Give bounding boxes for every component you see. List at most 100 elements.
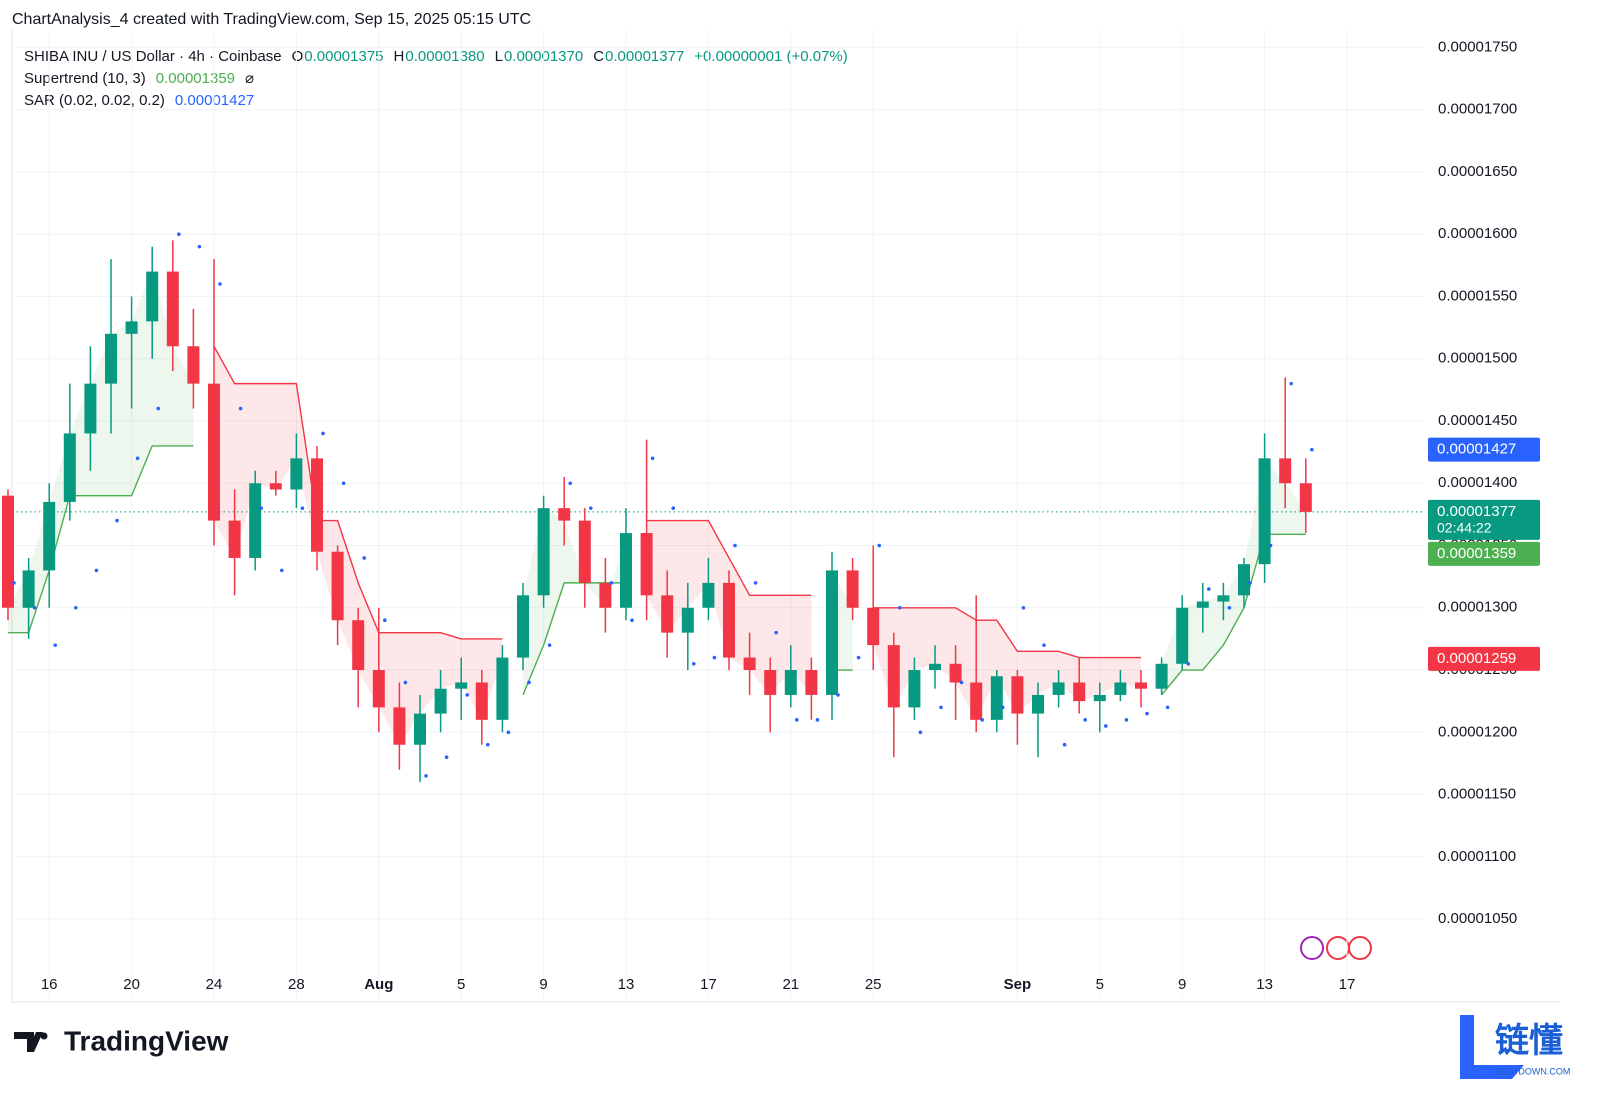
x-tick-label: Aug <box>364 976 393 993</box>
y-tick-label: 0.00001200 <box>1438 723 1517 740</box>
sar-dot <box>1227 605 1232 610</box>
y-tick-label: 0.00001300 <box>1438 599 1517 616</box>
candle-body <box>702 582 715 608</box>
candle-body <box>434 688 447 714</box>
price-tag <box>1428 499 1540 540</box>
price-tag-label: 0.00001259 <box>1437 650 1516 667</box>
candle-body <box>1155 663 1168 689</box>
price-tag <box>1428 437 1540 462</box>
y-tick-label: 0.00001700 <box>1438 101 1517 118</box>
watermark-sub: NEATDOWN.COM <box>1495 1066 1570 1076</box>
candle-body <box>805 670 818 695</box>
candle-body <box>661 595 674 633</box>
candle-body <box>1176 607 1189 664</box>
candle-body <box>228 520 241 558</box>
sar-dot <box>506 730 511 735</box>
y-tick-label: 0.00001650 <box>1438 163 1517 180</box>
x-tick-label: 24 <box>206 976 223 993</box>
event-icon <box>1300 936 1324 960</box>
sar-dot <box>197 244 202 249</box>
legend-text: O <box>292 48 304 65</box>
legend-text: 0.00001375 <box>304 48 383 65</box>
x-tick-label: 16 <box>41 976 58 993</box>
sar-dot <box>589 506 593 510</box>
candle-body <box>1238 564 1250 596</box>
sar-dot <box>959 680 964 685</box>
sar-dot <box>74 605 78 610</box>
x-tick-label: 17 <box>700 976 717 993</box>
candle-body <box>1052 682 1065 695</box>
sar-dot <box>1104 724 1108 728</box>
y-tick-label: 0.00001600 <box>1438 225 1517 242</box>
sar-dot <box>465 693 470 697</box>
x-tick-label: 5 <box>1096 976 1104 993</box>
sar-dot <box>135 456 140 461</box>
sar-dot <box>403 680 408 685</box>
candle-body <box>372 670 385 708</box>
sar-dot <box>1207 587 1211 591</box>
candle-body <box>1258 458 1271 565</box>
candle-body <box>640 533 653 596</box>
sar-dot <box>321 431 325 436</box>
sar-dot <box>1289 381 1293 386</box>
logo-mark <box>14 1032 43 1052</box>
sar-dot <box>94 568 99 573</box>
candle-body <box>908 670 921 708</box>
legend-text: ⌀ <box>245 70 254 87</box>
x-tick-label: 28 <box>288 976 305 993</box>
legend-text: L <box>495 48 503 65</box>
x-tick-label: 20 <box>123 976 140 993</box>
sar-dot <box>444 755 449 759</box>
y-tick-label: 0.00001150 <box>1438 786 1516 803</box>
candle-body <box>1093 694 1106 702</box>
sar-dot <box>815 718 820 722</box>
legend-text: 0.00001427 <box>175 92 254 109</box>
x-tick-label: 5 <box>457 976 465 993</box>
candle-body <box>352 620 365 671</box>
candle-body <box>517 595 529 658</box>
candle-body <box>887 645 900 708</box>
watermark-text: 链懂 <box>1495 1022 1563 1060</box>
event-icon <box>1326 936 1350 960</box>
candle-body <box>414 713 426 745</box>
sar-dot <box>774 630 778 635</box>
sar-dot <box>1062 742 1067 747</box>
credit: ChartAnalysis_4 created with TradingView… <box>12 11 531 28</box>
candle-body <box>784 670 797 695</box>
x-tick-label: 13 <box>1256 976 1273 993</box>
sar-dot <box>177 232 181 237</box>
sar-dot <box>156 406 160 411</box>
sar-dot <box>527 680 531 685</box>
y-tick-label: 0.00001400 <box>1438 474 1517 491</box>
candle-body <box>105 333 117 384</box>
sar-dot <box>300 506 305 510</box>
candle-body <box>970 682 983 720</box>
candle-body <box>599 582 612 608</box>
sar-dot <box>712 655 717 660</box>
candle-body <box>496 657 509 720</box>
sar-dot <box>898 605 902 610</box>
sar-dot <box>1268 543 1273 548</box>
sar-dot <box>568 481 572 486</box>
sar-dot <box>753 581 758 585</box>
sar-dot <box>650 456 655 461</box>
event-icon <box>1348 936 1372 960</box>
x-tick-label: 17 <box>1339 976 1356 993</box>
candle-body <box>1196 601 1209 608</box>
candle-body <box>393 707 406 745</box>
candle-body <box>166 271 179 347</box>
candle-body <box>22 570 35 608</box>
price-tag <box>1428 541 1540 566</box>
price-tag <box>1428 646 1540 671</box>
sar-dot <box>877 543 881 548</box>
sar-dot <box>12 581 16 585</box>
sar-dot <box>836 693 840 697</box>
y-tick-label: 0.00001100 <box>1438 848 1516 865</box>
event-icons <box>1300 936 1372 960</box>
logo-text: TradingView <box>64 1025 229 1056</box>
sar-dot <box>1042 643 1046 647</box>
y-tick-label: 0.00001750 <box>1438 38 1517 55</box>
price-tag-countdown: 02:44:22 <box>1437 520 1492 536</box>
x-tick-label: 13 <box>618 976 635 993</box>
candle-body <box>743 657 756 671</box>
